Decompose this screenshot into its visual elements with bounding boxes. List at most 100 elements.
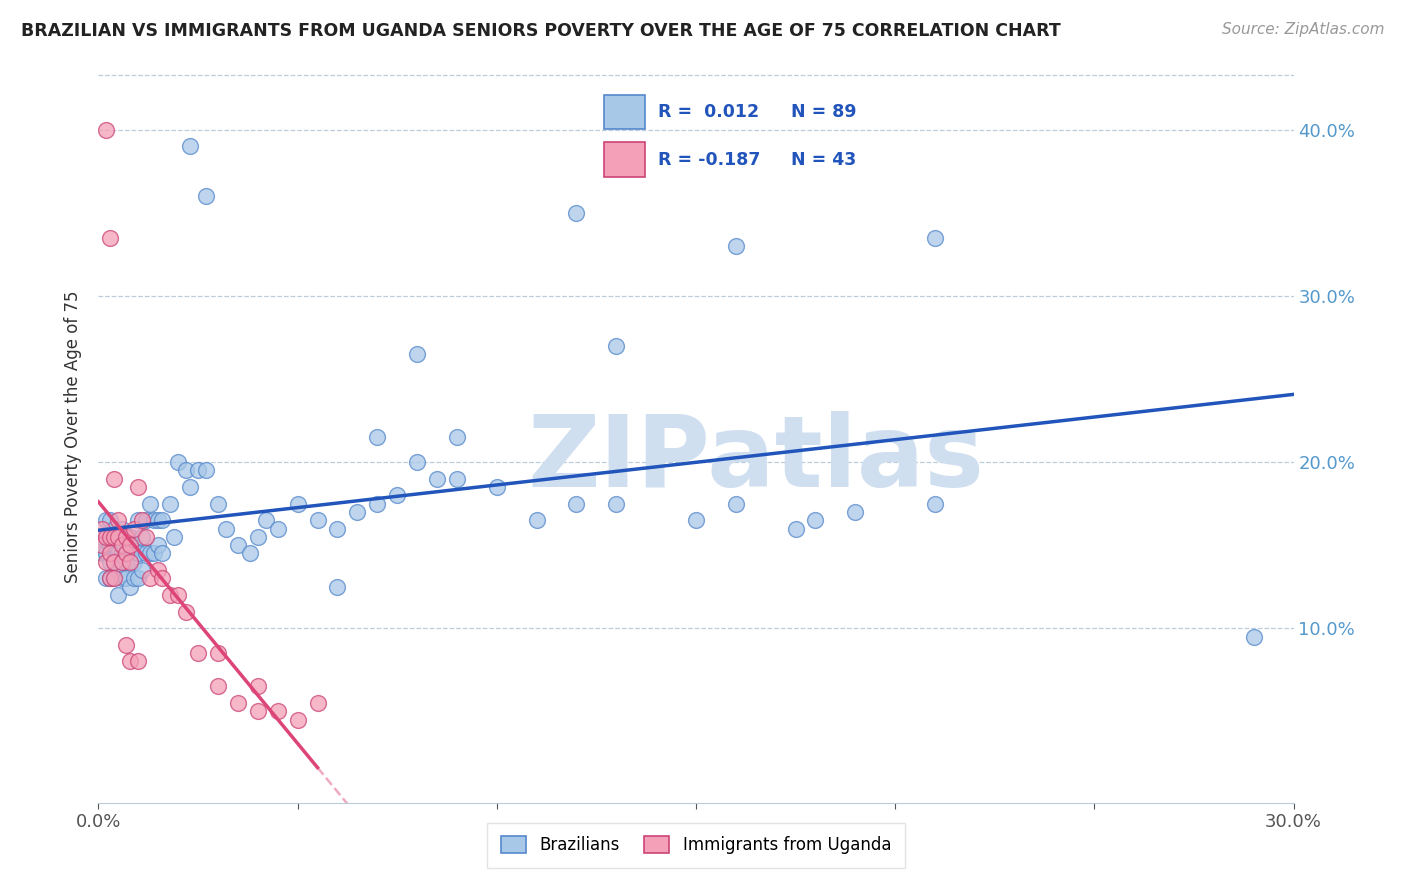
Point xyxy=(135,546,157,560)
Point xyxy=(96,571,118,585)
Point xyxy=(307,696,329,710)
Point xyxy=(139,571,162,585)
Point xyxy=(103,571,125,585)
Point xyxy=(159,588,181,602)
Y-axis label: Seniors Poverty Over the Age of 75: Seniors Poverty Over the Age of 75 xyxy=(65,291,83,583)
Point xyxy=(131,513,153,527)
Point xyxy=(103,571,125,585)
Point xyxy=(226,696,249,710)
Point xyxy=(115,638,138,652)
Point xyxy=(115,530,138,544)
Point xyxy=(127,655,149,669)
Point xyxy=(246,680,269,694)
Point xyxy=(127,480,149,494)
Point xyxy=(98,546,122,560)
Point xyxy=(148,538,170,552)
Point xyxy=(143,546,166,560)
Text: Source: ZipAtlas.com: Source: ZipAtlas.com xyxy=(1222,22,1385,37)
Point xyxy=(207,680,229,694)
Point xyxy=(111,538,134,552)
Point xyxy=(267,705,290,719)
Point xyxy=(91,546,114,560)
Point xyxy=(131,563,153,577)
Point xyxy=(167,455,190,469)
Point xyxy=(103,538,125,552)
Point xyxy=(111,555,134,569)
Point xyxy=(685,513,707,527)
Point xyxy=(174,605,197,619)
Point xyxy=(107,513,129,527)
Point xyxy=(446,430,468,444)
Point xyxy=(605,497,627,511)
Point xyxy=(91,538,114,552)
Point xyxy=(150,546,173,560)
Point xyxy=(115,571,138,585)
Point xyxy=(187,646,209,660)
Point xyxy=(326,521,349,535)
Point xyxy=(98,538,122,552)
Point xyxy=(135,530,157,544)
Point xyxy=(446,472,468,486)
Point xyxy=(98,555,122,569)
Point xyxy=(724,239,747,253)
Point xyxy=(485,480,508,494)
Point xyxy=(139,546,162,560)
Point xyxy=(107,546,129,560)
Point xyxy=(96,555,118,569)
Point xyxy=(96,513,118,527)
Point xyxy=(120,580,142,594)
Legend: Brazilians, Immigrants from Uganda: Brazilians, Immigrants from Uganda xyxy=(488,822,904,868)
Point xyxy=(346,505,368,519)
Point xyxy=(195,463,218,477)
Point xyxy=(366,430,388,444)
Point xyxy=(111,538,134,552)
Point xyxy=(366,497,388,511)
Point xyxy=(426,472,449,486)
Point xyxy=(103,472,125,486)
Point xyxy=(127,571,149,585)
Point xyxy=(246,705,269,719)
Point xyxy=(91,530,114,544)
Point xyxy=(565,497,588,511)
Point xyxy=(127,546,149,560)
Point xyxy=(167,588,190,602)
Point xyxy=(120,655,142,669)
Point xyxy=(150,571,173,585)
Point xyxy=(103,555,125,569)
Point xyxy=(174,463,197,477)
Point xyxy=(406,347,429,361)
Point xyxy=(120,538,142,552)
Point xyxy=(107,530,129,544)
Point xyxy=(150,513,173,527)
Point xyxy=(148,513,170,527)
Point xyxy=(107,530,129,544)
Point xyxy=(215,521,238,535)
Point xyxy=(111,571,134,585)
Point xyxy=(924,497,946,511)
Point xyxy=(143,513,166,527)
Point xyxy=(226,538,249,552)
Point xyxy=(103,555,125,569)
Point xyxy=(1243,630,1265,644)
Point xyxy=(98,230,122,244)
Point xyxy=(98,571,122,585)
Point xyxy=(96,530,118,544)
Point xyxy=(115,530,138,544)
Point xyxy=(120,546,142,560)
Point xyxy=(526,513,548,527)
Text: ZIPatlas: ZIPatlas xyxy=(527,410,984,508)
Point xyxy=(120,530,142,544)
Point xyxy=(844,505,866,519)
Point xyxy=(287,497,309,511)
Point xyxy=(98,571,122,585)
Point xyxy=(307,513,329,527)
Point xyxy=(179,480,201,494)
Point xyxy=(924,230,946,244)
Point xyxy=(159,497,181,511)
Point xyxy=(120,555,142,569)
Point xyxy=(724,497,747,511)
Point xyxy=(139,497,162,511)
Point xyxy=(98,530,122,544)
Point xyxy=(605,338,627,352)
Point xyxy=(124,555,146,569)
